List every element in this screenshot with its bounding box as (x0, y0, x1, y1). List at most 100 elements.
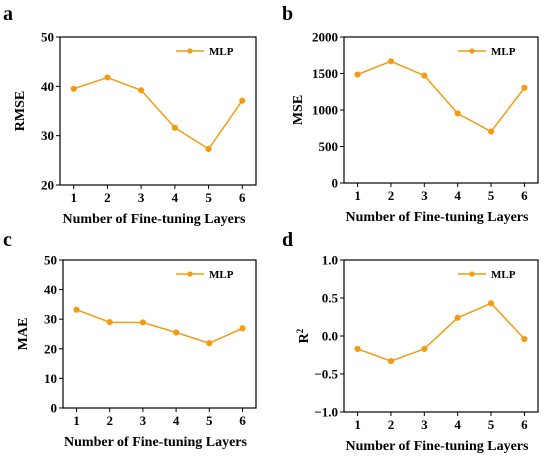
plot-frame (343, 259, 539, 413)
data-point (172, 329, 180, 336)
x-tick-label: 1 (354, 417, 361, 432)
y-tick-label: 1000 (312, 103, 338, 118)
x-tick-label: 3 (421, 188, 428, 203)
y-tick-label: 40 (41, 79, 54, 94)
x-tick-label: 6 (521, 417, 528, 432)
y-tick-label: 20 (41, 178, 54, 193)
x-axis-title: Number of Fine-tuning Layers (346, 439, 529, 454)
y-tick-label: 10 (44, 371, 57, 386)
y-tick-label: 50 (44, 253, 57, 268)
y-axis-title: MSE (291, 95, 306, 125)
y-axis-title: R2 (295, 328, 312, 343)
data-point (206, 340, 213, 347)
data-point (354, 71, 361, 78)
x-tick-label: 1 (70, 190, 77, 205)
data-point (421, 345, 428, 353)
x-tick-label: 5 (205, 190, 212, 205)
panel-letter: a (3, 3, 13, 25)
data-point (387, 58, 395, 65)
y-tick-label: 20 (44, 341, 57, 356)
y-tick-label: 40 (44, 282, 57, 297)
x-tick-label: 1 (73, 413, 80, 428)
legend-marker (187, 271, 193, 277)
x-tick-label: 2 (104, 190, 111, 205)
data-point (138, 87, 145, 94)
chart-panel-d: d −1.0 −0.5 0.0 0.5 1.0 1 2 3 4 5 6 Number of Fine-t… (282, 229, 539, 454)
x-tick-label: 2 (388, 417, 395, 432)
x-tick-label: 5 (206, 413, 213, 428)
data-point (454, 314, 461, 321)
series-line-mlp (76, 308, 243, 345)
chart-panel-b: b 0 500 1000 1500 2000 1 2 3 4 5 6 Number of Fine-tu… (282, 3, 539, 225)
x-axis-title: Number of Fine-tuning Layers (64, 435, 247, 450)
data-point (70, 85, 77, 92)
y-axis-title: RMSE (13, 91, 28, 131)
x-tick-label: 6 (521, 188, 528, 203)
panel-letter: d (282, 229, 293, 251)
data-point (487, 300, 495, 307)
x-tick-label: 6 (239, 413, 246, 428)
y-tick-label: 30 (41, 128, 54, 143)
x-tick-label: 4 (172, 190, 179, 205)
series-line-mlp (73, 76, 243, 151)
legend-marker (187, 48, 193, 54)
x-tick-label: 3 (140, 413, 147, 428)
data-point (205, 145, 212, 153)
y-tick-label: 50 (41, 30, 54, 45)
x-tick-label: 5 (488, 188, 495, 203)
y-tick-label: 0 (51, 401, 58, 416)
y-tick-label: 500 (319, 139, 339, 154)
data-point (354, 345, 361, 353)
panel-letter: b (282, 3, 293, 25)
legend-marker (469, 48, 475, 54)
y-tick-label: 1.0 (322, 253, 338, 268)
x-tick-label: 5 (488, 417, 495, 432)
legend-label: MLP (209, 269, 234, 281)
x-tick-label: 6 (239, 190, 246, 205)
plot-frame (343, 36, 539, 184)
x-tick-label: 2 (106, 413, 113, 428)
y-tick-label: 0.0 (322, 329, 338, 344)
y-tick-label: 1500 (312, 66, 338, 81)
y-tick-label: 0 (332, 176, 339, 191)
data-point (421, 72, 428, 79)
chart-panel-a: a 20 30 40 50 1 2 3 4 5 6 Number of Fine-tuning Lay… (3, 3, 257, 227)
y-tick-label: 30 (44, 312, 57, 327)
chart-panel-c: c 0 10 20 30 40 50 1 2 3 4 5 6 Number of Fine-tuning … (3, 229, 257, 450)
y-tick-label: 2000 (312, 30, 338, 45)
data-point (387, 357, 395, 365)
x-tick-label: 4 (173, 413, 180, 428)
plot-frame (62, 259, 257, 409)
y-tick-label: −1.0 (314, 405, 338, 420)
x-tick-label: 4 (454, 188, 461, 203)
series-line-mlp (357, 302, 525, 362)
legend-label: MLP (209, 46, 234, 58)
x-tick-label: 4 (454, 417, 461, 432)
legend-marker (469, 271, 475, 277)
data-point (171, 124, 178, 131)
legend-label: MLP (491, 269, 516, 281)
data-point (106, 319, 113, 326)
data-point (73, 306, 80, 313)
legend-label: MLP (491, 46, 516, 58)
data-point (454, 110, 461, 117)
data-point (521, 84, 528, 91)
data-point (139, 319, 147, 326)
x-axis-title: Number of Fine-tuning Layers (63, 212, 246, 227)
x-axis-title: Number of Fine-tuning Layers (346, 210, 529, 225)
data-point (239, 325, 246, 332)
x-tick-label: 2 (388, 188, 395, 203)
y-tick-label: 0.5 (322, 291, 339, 306)
data-point (104, 74, 111, 81)
x-tick-label: 1 (354, 188, 361, 203)
data-point (487, 128, 495, 135)
y-tick-label: −0.5 (314, 367, 338, 382)
x-tick-label: 3 (421, 417, 428, 432)
y-axis-title: MAE (16, 318, 31, 351)
data-point (239, 97, 246, 104)
plot-frame (59, 36, 257, 186)
data-point (521, 335, 528, 343)
series-line-mlp (357, 60, 525, 133)
x-tick-label: 3 (138, 190, 145, 205)
